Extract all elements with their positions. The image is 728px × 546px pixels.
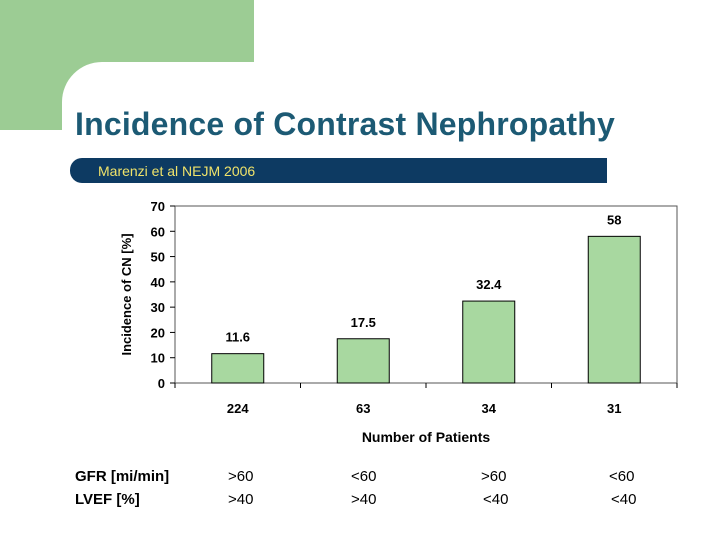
y-tick-label: 70 [151,199,165,214]
slide-title: Incidence of Contrast Nephropathy [75,106,615,142]
data-label: 17.5 [351,315,376,330]
data-label: 58 [607,212,621,227]
y-tick-label: 60 [151,224,165,239]
x-tick-label: 63 [356,401,370,416]
bar [336,338,390,384]
gfr-value: >60 [481,468,507,485]
y-tick-label: 30 [151,300,165,315]
x-tick-label: 31 [607,401,621,416]
gfr-value: <60 [609,468,635,485]
data-label: 32.4 [476,277,502,292]
x-tick-label: 34 [482,401,497,416]
y-tick-label: 50 [151,250,165,265]
gfr-value: <60 [351,468,377,485]
y-tick-label: 10 [151,351,165,366]
citation-text: Marenzi et al NEJM 2006 [98,163,256,179]
data-label: 11.6 [225,330,250,345]
y-tick-label: 0 [158,376,165,391]
x-tick-label: 224 [227,401,249,416]
y-tick-label: 40 [151,275,165,290]
gfr-label: GFR [mi/min] [75,468,170,485]
bar [211,353,265,384]
bar [587,235,641,384]
lvef-label: LVEF [%] [75,491,140,508]
lvef-value: <40 [611,491,637,508]
x-axis-title: Number of Patients [362,429,491,445]
citation-bar: Marenzi et al NEJM 2006 [70,158,607,183]
y-axis-title: Incidence of CN [%] [119,233,134,355]
lvef-value: >40 [228,491,254,508]
lvef-value: >40 [351,491,377,508]
y-tick-label: 20 [151,325,165,340]
lvef-value: <40 [483,491,509,508]
bar [462,300,516,384]
gfr-value: >60 [228,468,254,485]
bar-chart: 0 10 20 30 40 50 60 70 11.6 224 17.5 63 32.4 34 58 31 Nu… [119,199,678,445]
